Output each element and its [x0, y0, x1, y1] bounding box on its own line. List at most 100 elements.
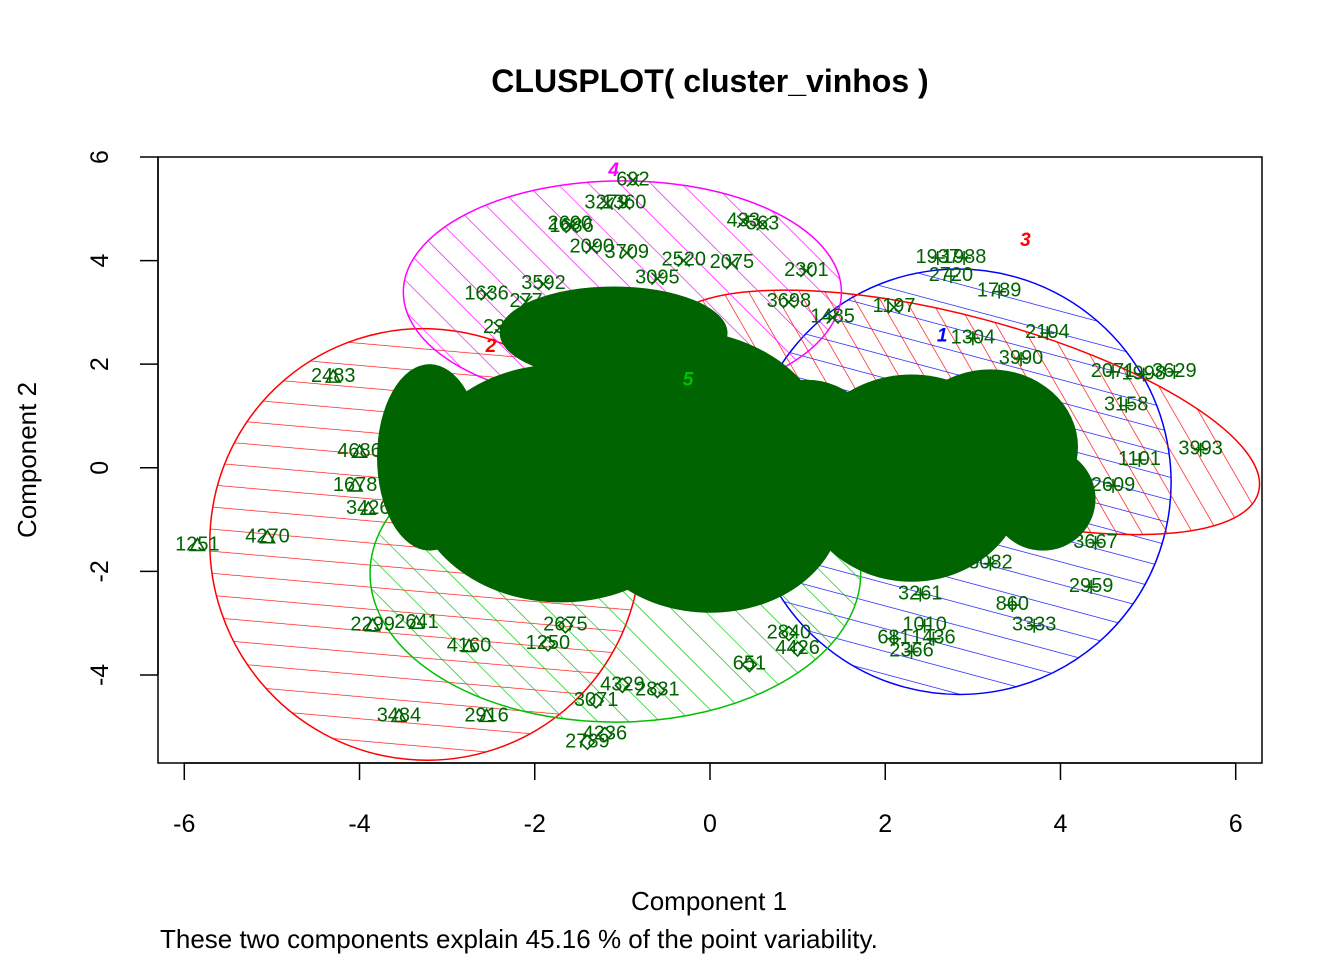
point-marker [1014, 352, 1029, 366]
point-label: 1360 [602, 192, 647, 214]
point-label: 3095 [635, 267, 680, 289]
point-marker [324, 368, 342, 383]
point-label: 1988 [942, 246, 987, 268]
cluster-label-3: 3 [1020, 230, 1031, 251]
point-label: 3709 [605, 241, 650, 263]
data-point: 2720 [929, 264, 974, 286]
point-label: 2483 [311, 365, 356, 387]
point-label: 4160 [447, 634, 492, 656]
point-marker [259, 529, 276, 544]
data-point: 1789 [977, 280, 1022, 302]
data-point: 1636 [464, 282, 509, 304]
point-marker [480, 287, 494, 301]
point-label: 2789 [565, 730, 610, 752]
x-tick-label: 6 [1229, 810, 1243, 838]
data-point: 3484 [377, 704, 422, 726]
data-point: 3261 [898, 583, 943, 605]
point-marker [539, 635, 557, 653]
point-label: 1101 [1118, 448, 1161, 470]
x-tick-label: 4 [1054, 810, 1068, 838]
point-marker [741, 656, 758, 673]
x-tick-label: -4 [348, 810, 370, 838]
data-point: 1197 [872, 295, 915, 317]
data-point: 2959 [1069, 575, 1114, 597]
data-point: 1360 [602, 192, 647, 214]
point-marker [926, 631, 941, 646]
point-label: 3629 [1152, 360, 1197, 382]
x-tick-label: 2 [878, 810, 892, 838]
point-cloud-blob [990, 447, 1096, 551]
point-marker [617, 197, 631, 211]
data-point: 3426 [346, 497, 391, 519]
data-point: 4160 [447, 634, 492, 656]
data-point: 2299 [350, 614, 395, 636]
y-tick-label: 6 [86, 150, 114, 164]
point-label: 1304 [951, 326, 996, 348]
x-tick-label: -2 [524, 810, 546, 838]
point-marker [826, 310, 840, 325]
data-point: 2075 [710, 251, 755, 273]
point-marker [913, 587, 928, 602]
data-point: 1937 [916, 246, 961, 268]
point-label: 2520 [661, 249, 706, 271]
data-point: 277 [509, 290, 542, 312]
data-point: 563 [746, 212, 779, 234]
point-label: 2831 [635, 678, 680, 700]
point-label: 3279 [584, 192, 629, 214]
point-marker [725, 256, 739, 270]
point-label: 2600 [548, 212, 593, 234]
data-point: 860 [996, 593, 1029, 615]
point-label: 3698 [767, 290, 812, 312]
point-marker [364, 617, 382, 632]
y-tick-label: -2 [86, 560, 114, 582]
data-point: 2789 [565, 730, 610, 752]
point-marker [904, 644, 919, 659]
point-marker [677, 254, 691, 268]
point-marker [983, 556, 998, 571]
point-label: 681 [877, 627, 910, 649]
data-point: 4686 [337, 440, 382, 462]
point-label: 2366 [889, 640, 934, 662]
data-point: 2483 [311, 365, 356, 387]
point-marker [626, 173, 640, 187]
point-marker [1193, 442, 1208, 457]
point-label: 563 [746, 212, 779, 234]
point-label: 1678 [333, 474, 378, 496]
point-label: 4426 [775, 637, 820, 659]
point-label: 3667 [1073, 531, 1118, 553]
point-label: 1998 [1121, 363, 1166, 385]
point-marker [736, 215, 750, 229]
y-tick-label: 4 [86, 254, 114, 268]
x-tick-label: -6 [173, 810, 195, 838]
data-point: 3071 [574, 689, 619, 711]
point-marker [780, 625, 797, 642]
point-label: 3082 [968, 552, 1013, 574]
point-label: 235 [483, 316, 516, 338]
data-point: 2090 [569, 236, 614, 258]
point-label: 2301 [784, 259, 829, 281]
point-label: 1937 [916, 246, 961, 268]
data-point: 3333 [1012, 614, 1057, 636]
data-point: 2840 [767, 622, 812, 644]
cluster-label-1: 1 [937, 326, 948, 347]
point-label: 4270 [245, 526, 290, 548]
point-label: 1197 [872, 295, 915, 317]
point-label: 1251 [175, 533, 220, 555]
data-point: 3698 [767, 290, 812, 312]
data-point: 1010 [902, 614, 947, 636]
point-label: 2075 [710, 251, 755, 273]
data-point: 1101 [1118, 448, 1161, 470]
data-point: 1988 [942, 246, 987, 268]
point-marker [887, 631, 901, 646]
point-marker [620, 246, 634, 260]
point-marker [587, 692, 605, 709]
point-label: 2104 [1025, 321, 1070, 343]
data-point: 2609 [1091, 474, 1136, 496]
point-marker [1106, 364, 1121, 379]
data-point: 3990 [999, 347, 1044, 369]
data-point: 2071 [1091, 360, 1136, 382]
point-label: 4329 [600, 673, 645, 695]
data-point: 4236 [583, 723, 628, 745]
point-marker [1084, 579, 1099, 594]
